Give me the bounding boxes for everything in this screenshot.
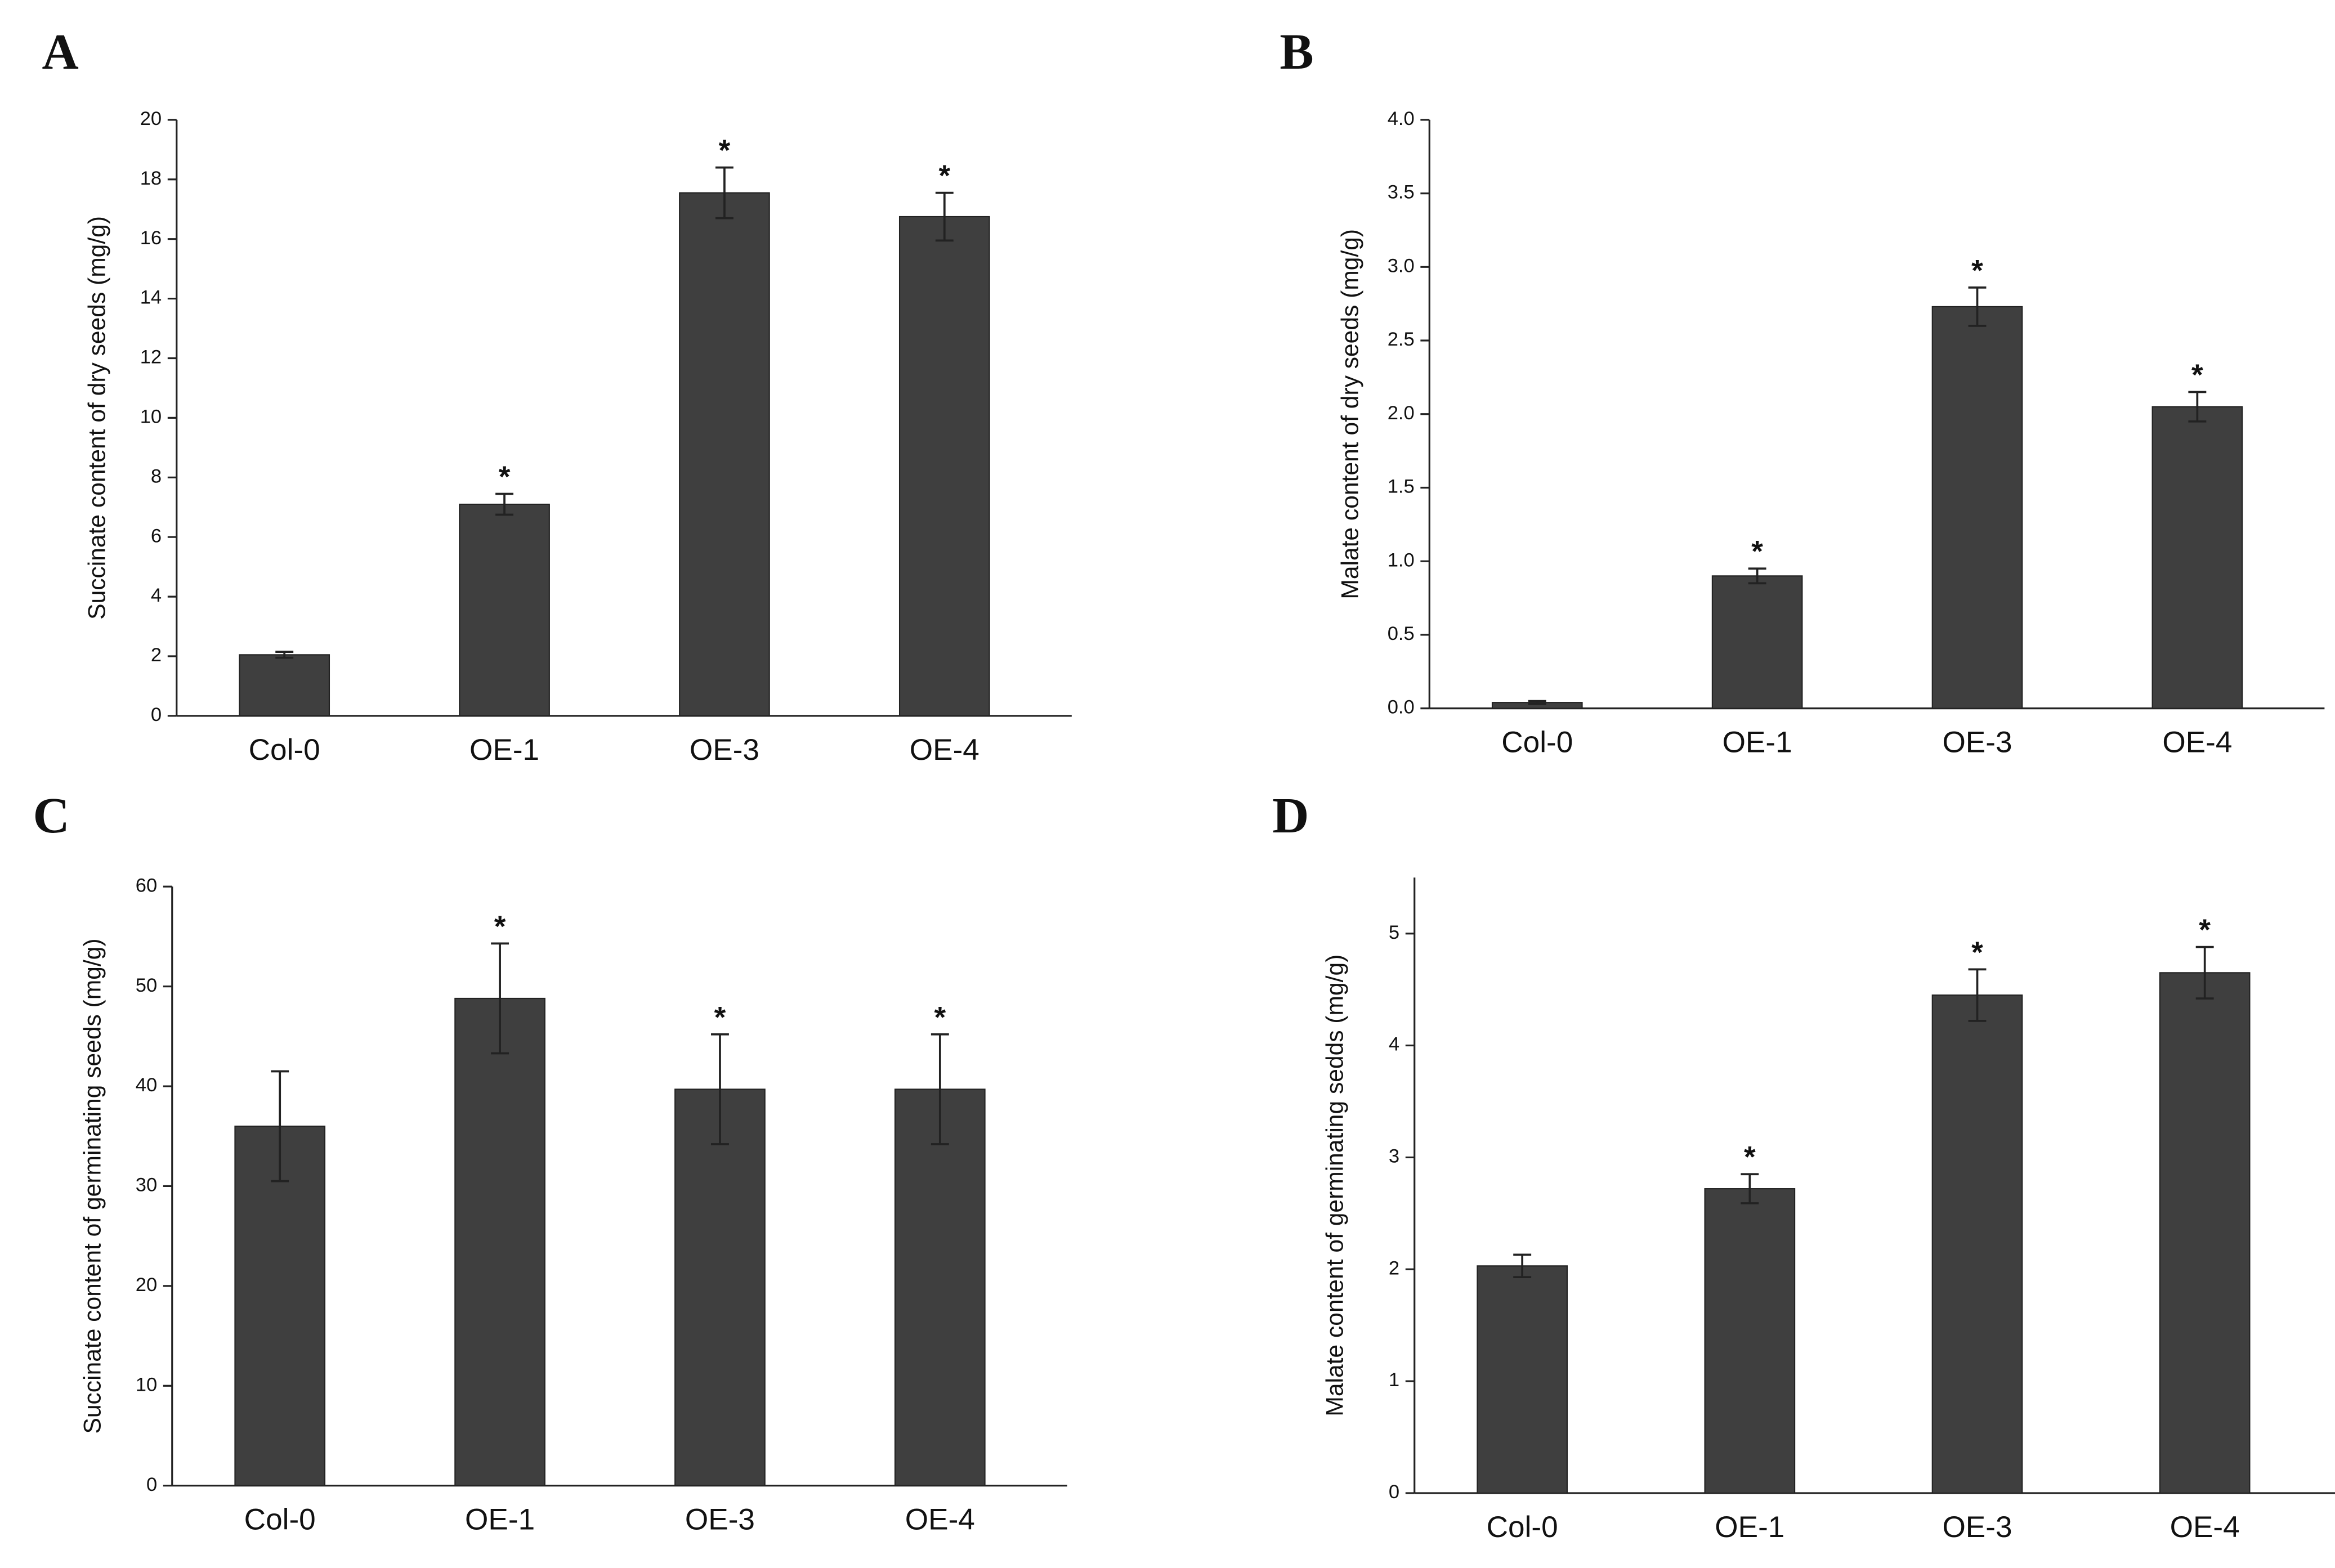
panel-label: C <box>33 787 69 844</box>
significance-mark: * <box>499 460 511 494</box>
y-tick-label: 30 <box>136 1175 157 1196</box>
bar <box>2151 406 2243 709</box>
bar <box>459 503 550 716</box>
x-tick-label: OE-1 <box>1715 1511 1784 1544</box>
y-tick-label: 12 <box>140 347 162 368</box>
y-axis-label: Succinate content of dry seeds (mg/g) <box>84 216 111 620</box>
bar <box>1477 1265 1568 1494</box>
bar <box>1931 306 2023 709</box>
bar <box>234 1125 326 1486</box>
x-tick-label: OE-1 <box>465 1503 535 1536</box>
x-tick-label: OE-3 <box>685 1503 755 1536</box>
significance-mark: * <box>2199 913 2211 947</box>
y-tick-label: 4.0 <box>1388 108 1415 129</box>
y-tick-label: 0.0 <box>1388 697 1415 718</box>
panel-label: B <box>1280 23 1313 80</box>
y-tick-label: 3 <box>1389 1146 1399 1167</box>
y-tick-label: 20 <box>136 1274 157 1296</box>
x-tick-label: OE-4 <box>2170 1511 2240 1544</box>
y-tick-label: 1 <box>1389 1369 1399 1391</box>
y-tick-label: 14 <box>140 287 162 308</box>
y-tick-label: 16 <box>140 227 162 249</box>
y-tick-label: 5 <box>1389 922 1399 943</box>
y-axis-label: Malate content of germinating sedds (mg/… <box>1322 955 1349 1417</box>
significance-mark: * <box>934 1001 946 1034</box>
panel-label: A <box>42 23 78 80</box>
bar <box>2159 972 2251 1494</box>
x-tick-label: Col-0 <box>1501 726 1573 759</box>
significance-mark: * <box>719 134 731 167</box>
y-tick-label: 1.5 <box>1388 476 1415 498</box>
y-tick-label: 20 <box>140 108 162 129</box>
bar <box>898 216 990 716</box>
y-tick-label: 2 <box>1389 1257 1399 1279</box>
y-axis-label: Succinate content of germinating seeds (… <box>79 938 106 1433</box>
significance-mark: * <box>938 159 950 192</box>
y-tick-label: 40 <box>136 1074 157 1096</box>
y-tick-label: 0.5 <box>1388 623 1415 644</box>
bar <box>454 997 545 1486</box>
y-axis-label: Malate content of dry seeds (mg/g) <box>1336 229 1363 599</box>
y-tick-label: 18 <box>140 168 162 189</box>
significance-mark: * <box>1971 254 1983 287</box>
x-tick-label: Col-0 <box>1487 1511 1558 1544</box>
x-tick-label: OE-4 <box>2162 726 2232 759</box>
y-tick-label: 8 <box>151 465 162 487</box>
y-tick-label: 3.0 <box>1388 255 1415 276</box>
x-tick-label: OE-3 <box>690 733 759 767</box>
y-tick-label: 10 <box>140 406 162 428</box>
x-tick-label: OE-4 <box>905 1503 975 1536</box>
y-tick-label: 4 <box>1389 1034 1399 1055</box>
x-tick-label: OE-1 <box>1723 726 1792 759</box>
significance-mark: * <box>1744 1141 1756 1174</box>
bar <box>1704 1188 1796 1494</box>
y-tick-label: 1.0 <box>1388 549 1415 571</box>
significance-mark: * <box>1751 535 1763 568</box>
bar <box>1711 575 1803 709</box>
significance-mark: * <box>714 1001 726 1034</box>
bar <box>239 654 330 716</box>
x-tick-label: OE-3 <box>1942 726 2012 759</box>
y-tick-label: 10 <box>136 1374 157 1395</box>
significance-mark: * <box>494 910 506 943</box>
y-tick-label: 3.5 <box>1388 182 1415 203</box>
x-tick-label: OE-1 <box>469 733 539 767</box>
y-tick-label: 2 <box>151 644 162 666</box>
y-tick-label: 0 <box>151 704 162 725</box>
bar <box>674 1088 766 1486</box>
y-tick-label: 0 <box>146 1474 157 1495</box>
y-tick-label: 4 <box>151 585 162 606</box>
y-tick-label: 6 <box>151 525 162 546</box>
y-tick-label: 2.5 <box>1388 329 1415 350</box>
y-tick-label: 60 <box>136 875 157 896</box>
bar <box>1931 994 2023 1494</box>
significance-mark: * <box>2191 359 2203 392</box>
y-tick-label: 0 <box>1389 1481 1399 1503</box>
bar <box>894 1088 986 1486</box>
x-tick-label: Col-0 <box>244 1503 316 1536</box>
y-tick-label: 2.0 <box>1388 402 1415 424</box>
y-tick-label: 50 <box>136 975 157 996</box>
x-tick-label: Col-0 <box>249 733 320 767</box>
panel-label: D <box>1272 787 1309 844</box>
x-tick-label: OE-4 <box>910 733 979 767</box>
significance-mark: * <box>1971 936 1983 969</box>
bar <box>679 192 770 716</box>
x-tick-label: OE-3 <box>1942 1511 2012 1544</box>
